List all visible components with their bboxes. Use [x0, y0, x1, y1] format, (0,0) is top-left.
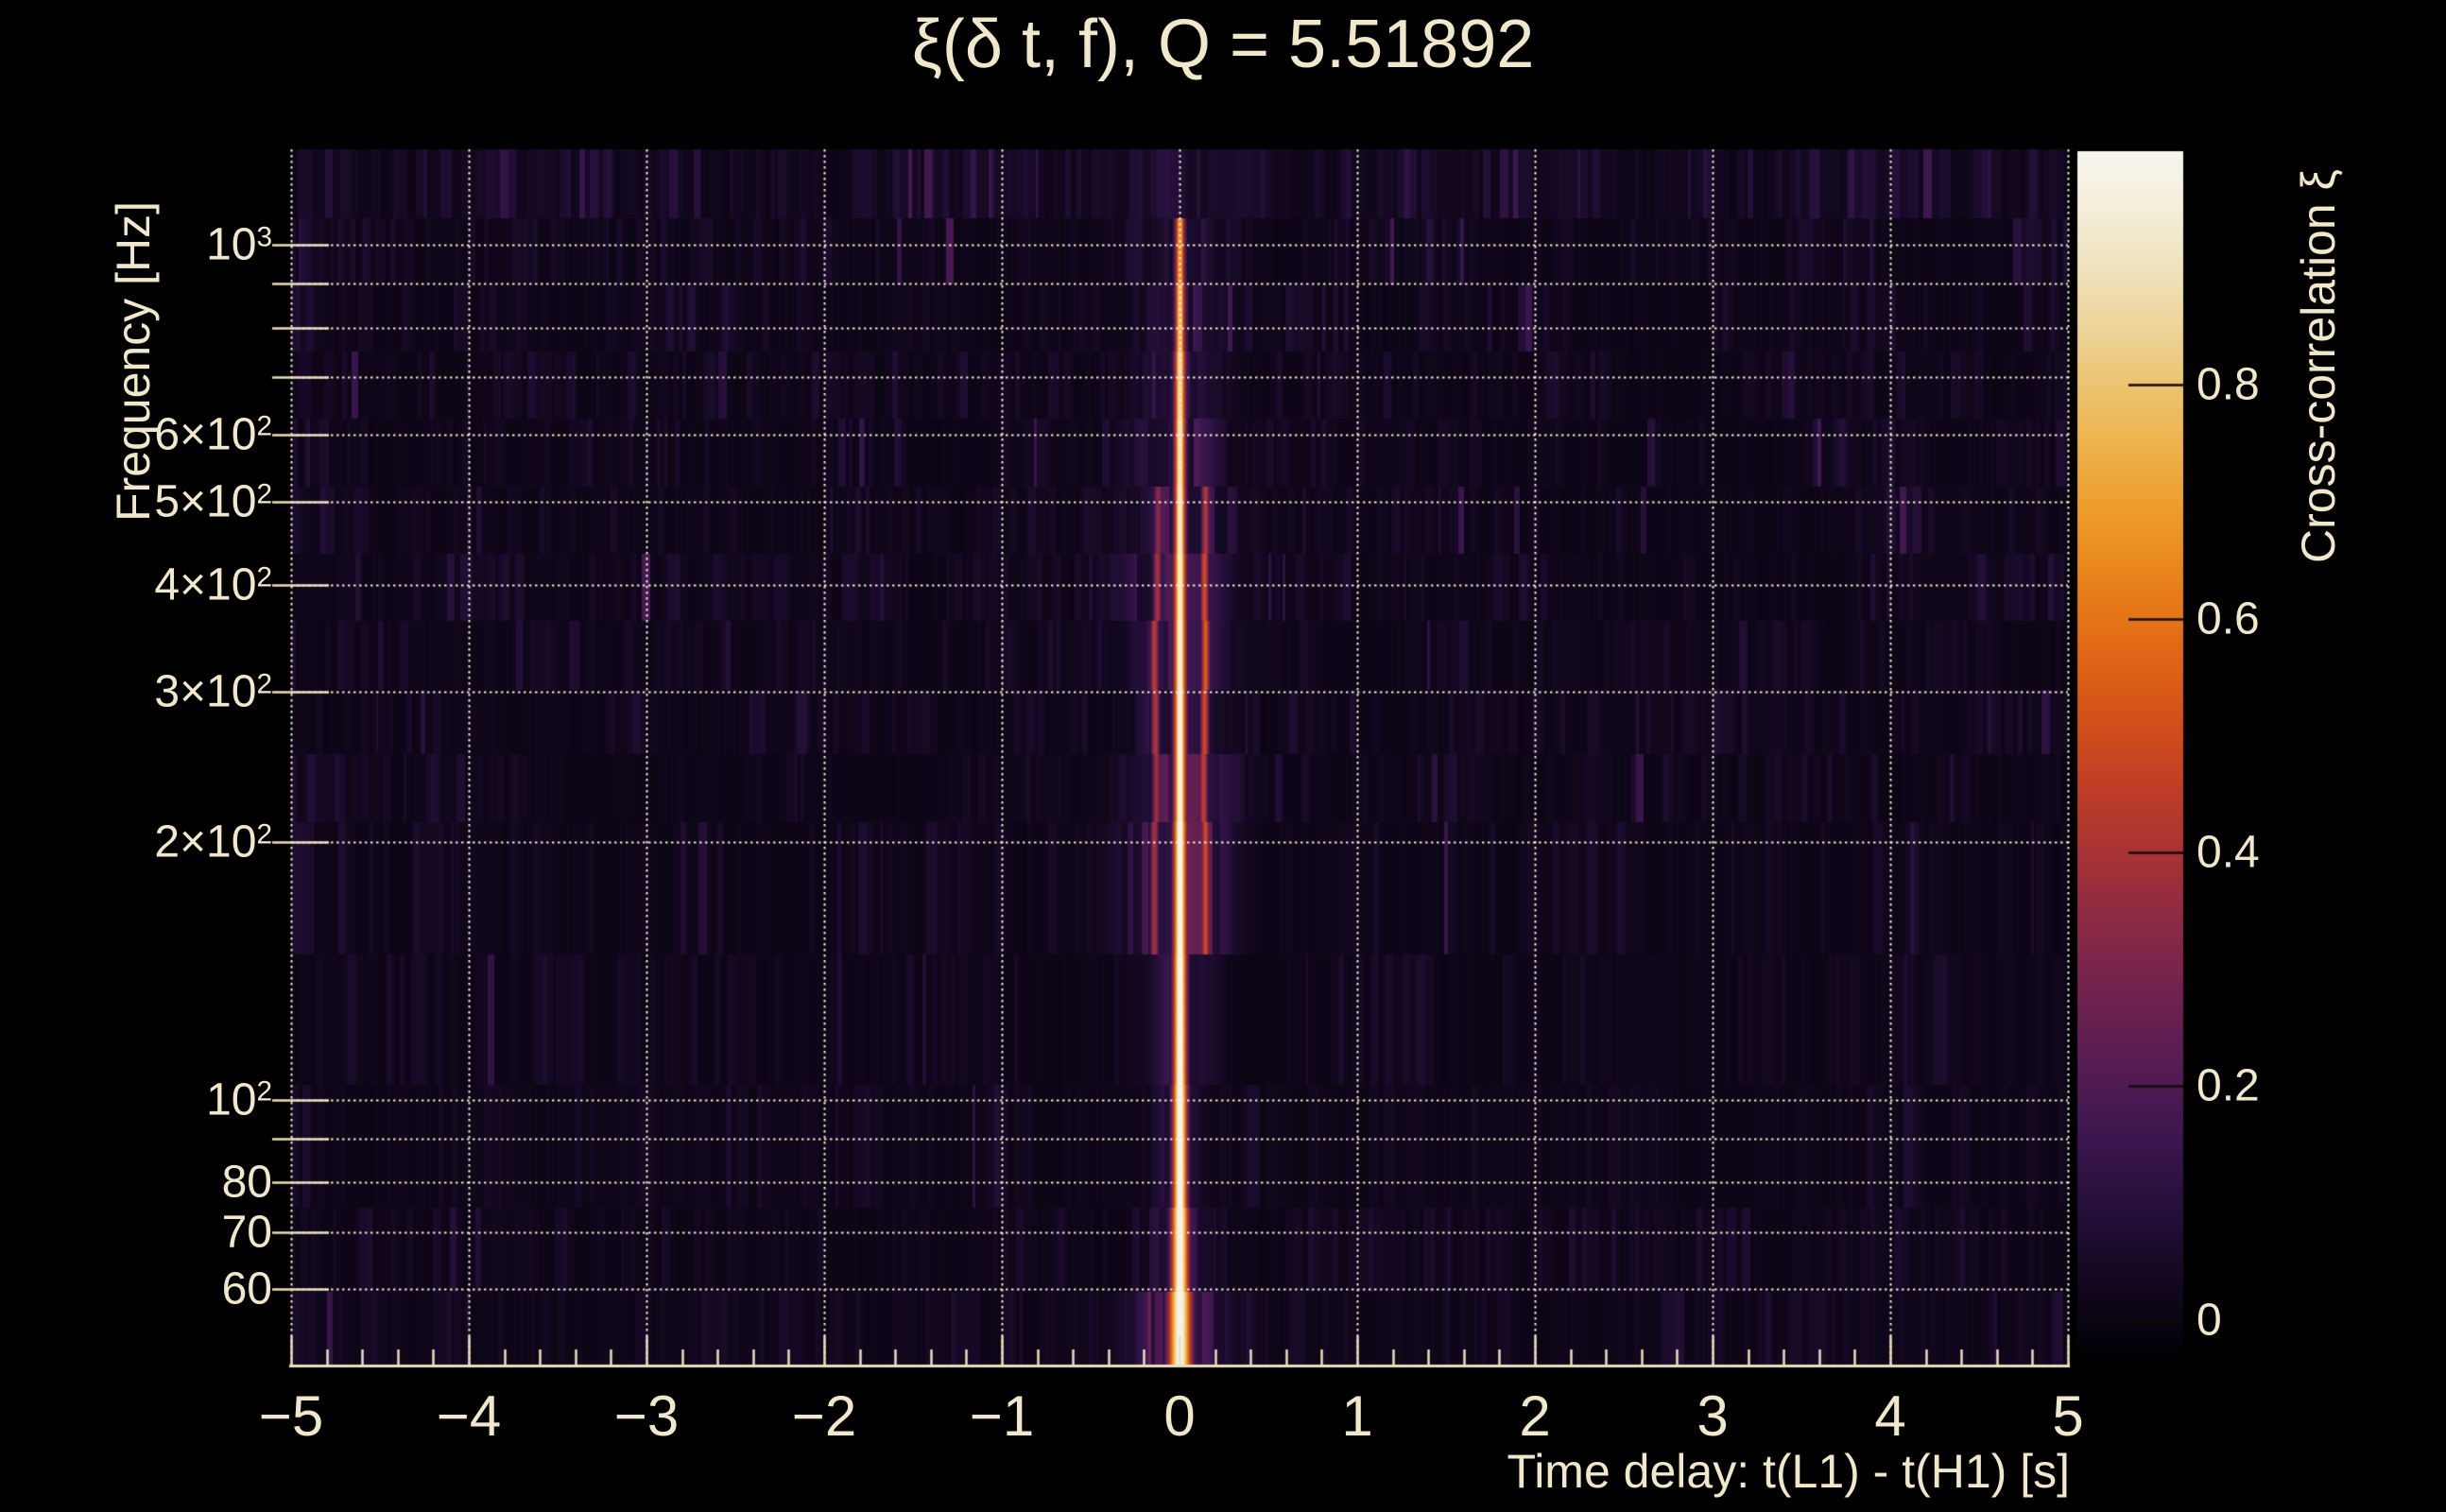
x-tick-label: 5	[2052, 1384, 2084, 1448]
x-tick-label: 2	[1519, 1384, 1551, 1448]
colorbar-tick-label: 0.8	[2196, 359, 2260, 410]
x-tick-label: 4	[1874, 1384, 1906, 1448]
y-tick-label: 70	[221, 1207, 272, 1258]
plot-title: ξ(δ t, f), Q = 5.51892	[911, 7, 1535, 82]
x-tick-label: 3	[1697, 1384, 1729, 1448]
y-tick-label: 102	[206, 1074, 272, 1125]
y-tick-label: 6×102	[154, 409, 272, 460]
y-tick-label: 3×102	[154, 666, 272, 717]
y-tick-label: 60	[221, 1263, 272, 1314]
y-axis-title: Frequency [Hz]	[107, 200, 160, 522]
x-axis-title: Time delay: t(L1) - t(H1) [s]	[1507, 1445, 2070, 1498]
colorbar-tick-label: 0.4	[2196, 827, 2260, 878]
x-tick-label: −4	[436, 1384, 502, 1448]
y-tick-label: 80	[221, 1157, 272, 1208]
x-tick-label: −5	[258, 1384, 324, 1448]
y-tick-label: 103	[206, 219, 272, 270]
colorbar-tick-label: 0	[2196, 1295, 2222, 1346]
y-tick-label: 5×102	[154, 476, 272, 527]
y-tick-label: 4×102	[154, 559, 272, 610]
x-tick-label: 0	[1163, 1384, 1196, 1448]
x-tick-label: −3	[613, 1384, 680, 1448]
y-tick-label: 2×102	[154, 816, 272, 868]
colorbar-tick-label: 0.2	[2196, 1060, 2260, 1111]
x-tick-label: −2	[791, 1384, 857, 1448]
x-tick-label: −1	[969, 1384, 1035, 1448]
colorbar-tick-label: 0.6	[2196, 593, 2260, 644]
x-tick-label: 1	[1341, 1384, 1373, 1448]
colorbar-title: Cross-correlation ξ	[2292, 169, 2345, 563]
